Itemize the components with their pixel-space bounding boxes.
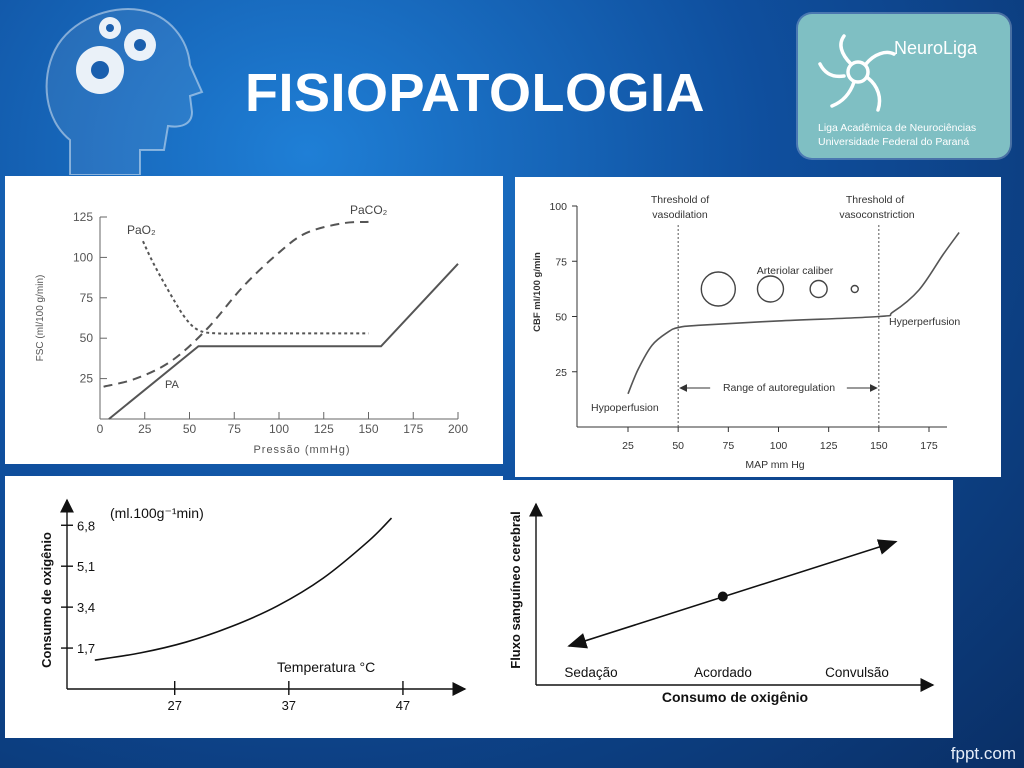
chart-oxygen-temperature: 27 37 47 1,7 3,4 5,1 6,8 (ml.100g⁻¹min) Temper… bbox=[39, 498, 467, 713]
c3-xlabel: Temperatura °C bbox=[277, 659, 375, 675]
c3-y-tick-label: 6,8 bbox=[77, 518, 95, 533]
neuroliga-logo: NeuroLiga Liga Acadêmica de Neurociência… bbox=[798, 14, 1010, 158]
chart-fsc-pressure-panel: 0 25 50 75 100 125 150 175 200 25 50 75 100 125 Press… bbox=[5, 176, 503, 464]
c1-series-line-2 bbox=[103, 220, 369, 388]
chart-oxygen-temperature-panel: 27 37 47 1,7 3,4 5,1 6,8 (ml.100g⁻¹min) Temper… bbox=[5, 476, 503, 738]
neuron-icon bbox=[818, 34, 896, 112]
c1-x-tick-label: 25 bbox=[138, 422, 152, 436]
c1-ylabel: FSC (ml/100 g/min) bbox=[35, 275, 46, 362]
c3-x-tick-label: 37 bbox=[282, 698, 296, 713]
c1-y-tick-label: 125 bbox=[73, 210, 93, 224]
chart-flow-oxygen-panel: Sedação Acordado Convulsão Consumo de oxig… bbox=[503, 480, 953, 738]
c2-caliber-circle bbox=[700, 271, 737, 307]
c2-x-tick-label: 100 bbox=[770, 440, 788, 452]
c3-y-tick-label: 5,1 bbox=[77, 559, 95, 574]
c2-threshold-vasodilation-2: vasodilation bbox=[652, 209, 708, 221]
c3-y-tick-label: 3,4 bbox=[77, 600, 95, 615]
c4-awake-marker bbox=[717, 591, 728, 602]
c4-xlabel: Consumo de oxigênio bbox=[662, 689, 808, 705]
c1-x-tick-label: 200 bbox=[448, 422, 468, 436]
footer-brand: fppt.com bbox=[950, 744, 1016, 763]
c4-category-label: Convulsão bbox=[825, 665, 889, 680]
chart-fsc-pressure: 0 25 50 75 100 125 150 175 200 25 50 75 100 125 Press… bbox=[35, 203, 468, 456]
c2-y-tick-label: 50 bbox=[555, 312, 567, 324]
c3-x-tick-label: 27 bbox=[167, 698, 181, 713]
c1-series-label-pa: PA bbox=[165, 379, 180, 391]
c1-x-tick-label: 125 bbox=[314, 422, 334, 436]
c1-x-tick-label: 150 bbox=[358, 422, 378, 436]
logo-subtitle-2: Universidade Federal do Paraná bbox=[818, 136, 970, 148]
c1-y-tick-label: 75 bbox=[80, 291, 94, 305]
c4-ylabel: Fluxo sanguíneo cerebral bbox=[508, 511, 523, 669]
logo-name: NeuroLiga bbox=[894, 38, 978, 58]
c2-hyper-label: Hyperperfusion bbox=[889, 316, 960, 328]
c2-xlabel: MAP mm Hg bbox=[745, 459, 804, 471]
c1-y-tick-label: 100 bbox=[73, 250, 93, 264]
c4-relationship-arrow bbox=[567, 539, 898, 649]
c2-caliber-circle bbox=[756, 275, 785, 303]
chart-flow-oxygen: Sedação Acordado Convulsão Consumo de oxig… bbox=[508, 502, 935, 705]
slide-title: FISIOPATOLOGIA bbox=[245, 63, 706, 123]
c2-threshold-vasoconstriction-1: Threshold of bbox=[846, 194, 904, 206]
c1-series-label-paco2: PaCO₂ bbox=[350, 203, 388, 217]
c1-series-line-0 bbox=[108, 263, 459, 420]
c4-category-label: Sedação bbox=[564, 665, 617, 680]
c1-x-tick-label: 100 bbox=[269, 422, 289, 436]
c2-x-tick-label: 175 bbox=[920, 440, 938, 452]
c2-x-tick-label: 125 bbox=[820, 440, 838, 452]
head-gears-icon bbox=[45, 8, 204, 175]
c2-cbf-curve bbox=[627, 232, 960, 395]
c3-x-tick-label: 47 bbox=[396, 698, 410, 713]
c2-caliber-circle bbox=[850, 284, 859, 294]
c1-series-line-1 bbox=[142, 240, 369, 335]
c3-ylabel: Consumo de oxigênio bbox=[39, 532, 54, 668]
chart-cbf-map: 25 50 75 100 125 150 175 25 50 75 100 MAP mm Hg CB… bbox=[532, 194, 960, 471]
c2-y-tick-label: 100 bbox=[549, 201, 567, 213]
c1-x-tick-label: 75 bbox=[228, 422, 242, 436]
c2-x-tick-label: 150 bbox=[870, 440, 888, 452]
logo-subtitle-1: Liga Acadêmica de Neurociências bbox=[818, 122, 977, 134]
c3-oxygen-curve bbox=[94, 517, 393, 661]
c4-category-label: Acordado bbox=[694, 665, 752, 680]
c2-x-tick-label: 25 bbox=[622, 440, 634, 452]
c1-x-tick-label: 50 bbox=[183, 422, 197, 436]
c2-y-tick-label: 75 bbox=[555, 256, 567, 268]
c2-x-tick-label: 50 bbox=[672, 440, 684, 452]
c2-threshold-vasoconstriction-2: vasoconstriction bbox=[839, 209, 914, 221]
c1-y-tick-label: 50 bbox=[80, 331, 94, 345]
c2-x-tick-label: 75 bbox=[722, 440, 734, 452]
c1-x-tick-label: 175 bbox=[403, 422, 423, 436]
c2-caliber-circle bbox=[809, 279, 828, 299]
c2-caliber-label: Arteriolar caliber bbox=[757, 265, 834, 277]
chart-cbf-map-panel: 25 50 75 100 125 150 175 25 50 75 100 MAP mm Hg CB… bbox=[515, 177, 1001, 477]
c1-xlabel: Pressão (mmHg) bbox=[253, 444, 350, 456]
c3-unit-label: (ml.100g⁻¹min) bbox=[110, 505, 204, 521]
c1-y-tick-label: 25 bbox=[80, 372, 94, 386]
c2-y-tick-label: 25 bbox=[555, 367, 567, 379]
c2-threshold-vasodilation-1: Threshold of bbox=[651, 194, 709, 206]
c2-ylabel: CBF ml/100 g/min bbox=[532, 252, 543, 332]
c1-x-tick-label: 0 bbox=[97, 422, 104, 436]
c2-range-label: Range of autoregulation bbox=[723, 382, 835, 394]
c2-hypo-label: Hypoperfusion bbox=[591, 402, 659, 414]
c1-series-label-pao2: PaO₂ bbox=[127, 223, 156, 237]
c3-y-tick-label: 1,7 bbox=[77, 641, 95, 656]
